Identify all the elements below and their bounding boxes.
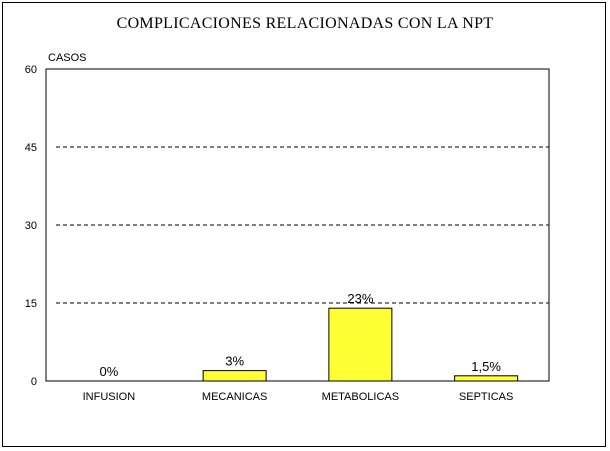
data-label-septicas: 1,5% bbox=[471, 359, 501, 374]
data-label-metabolicas: 23% bbox=[347, 291, 373, 306]
y-tick-label: 60 bbox=[25, 64, 37, 76]
y-tick-label: 30 bbox=[25, 220, 37, 232]
x-tick-label-mecanicas: MECANICAS bbox=[202, 391, 267, 403]
y-tick-label: 0 bbox=[31, 376, 37, 388]
x-tick-label-infusion: INFUSION bbox=[83, 391, 136, 403]
bar-septicas bbox=[454, 375, 519, 382]
data-label-infusion: 0% bbox=[99, 364, 118, 379]
x-tick-label-septicas: SEPTICAS bbox=[459, 391, 513, 403]
y-axis-label: CASOS bbox=[48, 52, 87, 64]
bar-mecanicas bbox=[202, 370, 267, 382]
y-tick-label: 15 bbox=[25, 298, 37, 310]
bar-metabolicas bbox=[328, 307, 393, 382]
x-tick-label-metabolicas: METABOLICAS bbox=[322, 391, 399, 403]
plot-area bbox=[45, 68, 550, 382]
chart-title: COMPLICACIONES RELACIONADAS CON LA NPT bbox=[116, 15, 494, 32]
data-label-mecanicas: 3% bbox=[225, 354, 244, 369]
y-tick-label: 45 bbox=[25, 142, 37, 154]
